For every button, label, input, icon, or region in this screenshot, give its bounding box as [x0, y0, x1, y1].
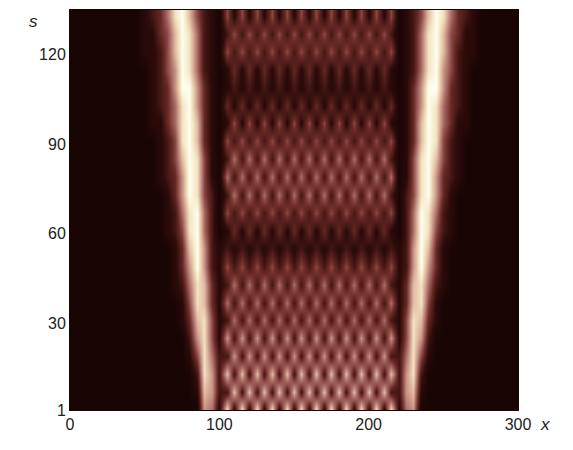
svg-text:s: s: [29, 12, 38, 31]
svg-text:120: 120: [39, 46, 66, 63]
svg-text:30: 30: [48, 315, 66, 332]
svg-text:100: 100: [206, 416, 233, 433]
svg-text:1: 1: [57, 402, 66, 419]
svg-text:0: 0: [66, 416, 75, 433]
svg-text:300: 300: [505, 416, 532, 433]
svg-text:90: 90: [48, 136, 66, 153]
svg-text:x: x: [540, 415, 550, 434]
svg-text:200: 200: [355, 416, 382, 433]
svg-text:60: 60: [48, 225, 66, 242]
